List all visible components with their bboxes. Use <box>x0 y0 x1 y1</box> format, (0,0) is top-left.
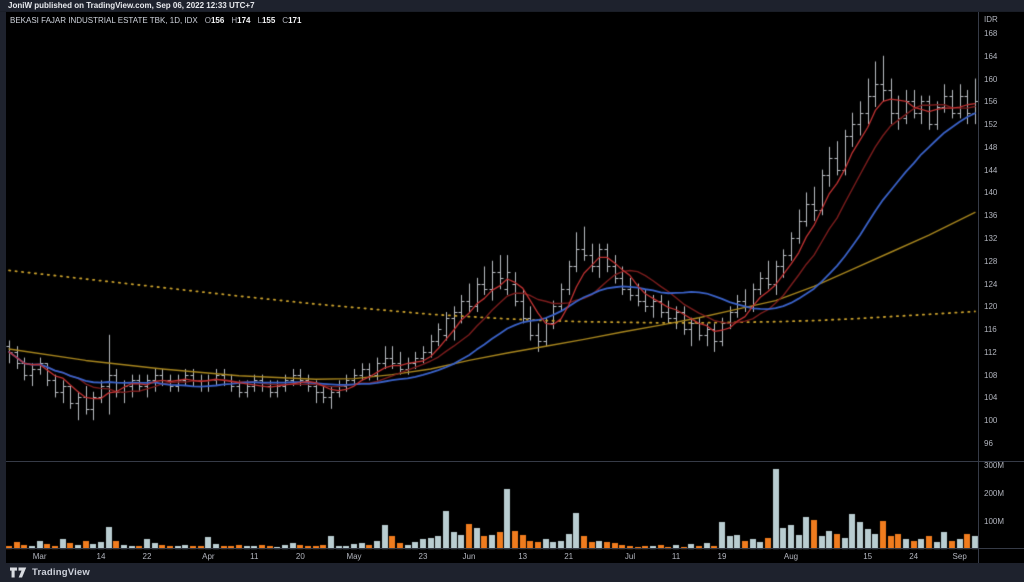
time-tick-21: 21 <box>564 552 574 561</box>
price-tick-124: 124 <box>984 279 998 289</box>
footer-bar: TradingView <box>0 563 1024 582</box>
price-tick-136: 136 <box>984 211 998 221</box>
price-tick-112: 112 <box>984 347 997 357</box>
ohlc-close: C171 <box>282 16 302 25</box>
price-tick-108: 108 <box>984 370 998 380</box>
price-tick-164: 164 <box>984 51 998 61</box>
price-tick-152: 152 <box>984 120 998 130</box>
price-axis-separator <box>978 12 979 563</box>
time-tick-May: May <box>346 552 362 561</box>
pane-separator <box>6 461 1024 462</box>
time-axis-separator <box>6 548 1024 549</box>
volume-tick-200M: 200M <box>984 489 1005 498</box>
time-tick-23: 23 <box>418 552 428 561</box>
time-tick-Apr: Apr <box>202 552 215 561</box>
time-tick-13: 13 <box>518 552 528 561</box>
symbol-legend[interactable]: BEKASI FAJAR INDUSTRIAL ESTATE TBK, 1D, … <box>10 15 301 27</box>
price-tick-104: 104 <box>984 393 998 403</box>
time-tick-19: 19 <box>717 552 727 561</box>
tradingview-brand-text[interactable]: TradingView <box>32 567 90 578</box>
left-gutter <box>0 12 6 563</box>
price-axis-unit: IDR <box>984 15 998 24</box>
price-tick-168: 168 <box>984 29 998 38</box>
time-tick-Aug: Aug <box>783 552 799 561</box>
time-tick-15: 15 <box>863 552 873 561</box>
price-tick-132: 132 <box>984 234 998 243</box>
price-tick-96: 96 <box>984 439 993 448</box>
price-tick-116: 116 <box>984 325 997 335</box>
price-tick-144: 144 <box>984 165 998 175</box>
price-tick-128: 128 <box>984 256 998 266</box>
price-tick-148: 148 <box>984 142 998 152</box>
ohlc-open: O156 <box>204 16 225 25</box>
price-tick-140: 140 <box>984 188 998 198</box>
time-tick-24: 24 <box>909 552 919 561</box>
time-tick-20: 20 <box>295 552 305 561</box>
volume-tick-100M: 100M <box>984 517 1005 526</box>
price-tick-120: 120 <box>984 302 998 312</box>
time-tick-Jul: Jul <box>624 552 636 561</box>
tradingview-logo-icon[interactable] <box>10 567 27 578</box>
time-tick-Jun: Jun <box>462 552 476 561</box>
time-tick-11: 11 <box>250 552 259 561</box>
price-tick-156: 156 <box>984 97 998 107</box>
time-tick-22: 22 <box>142 552 152 561</box>
price-tick-100: 100 <box>984 416 998 426</box>
time-tick-Mar: Mar <box>32 552 47 561</box>
ohlc-high: H174 <box>231 16 251 25</box>
price-tick-160: 160 <box>984 74 998 84</box>
symbol-title: BEKASI FAJAR INDUSTRIAL ESTATE TBK, 1D, … <box>10 16 198 25</box>
time-tick-11: 11 <box>671 552 681 561</box>
time-tick-14: 14 <box>96 552 106 561</box>
volume-tick-300M: 300M <box>984 461 1005 470</box>
time-tick-Sep: Sep <box>952 552 967 561</box>
ohlc-low: L155 <box>257 16 276 25</box>
